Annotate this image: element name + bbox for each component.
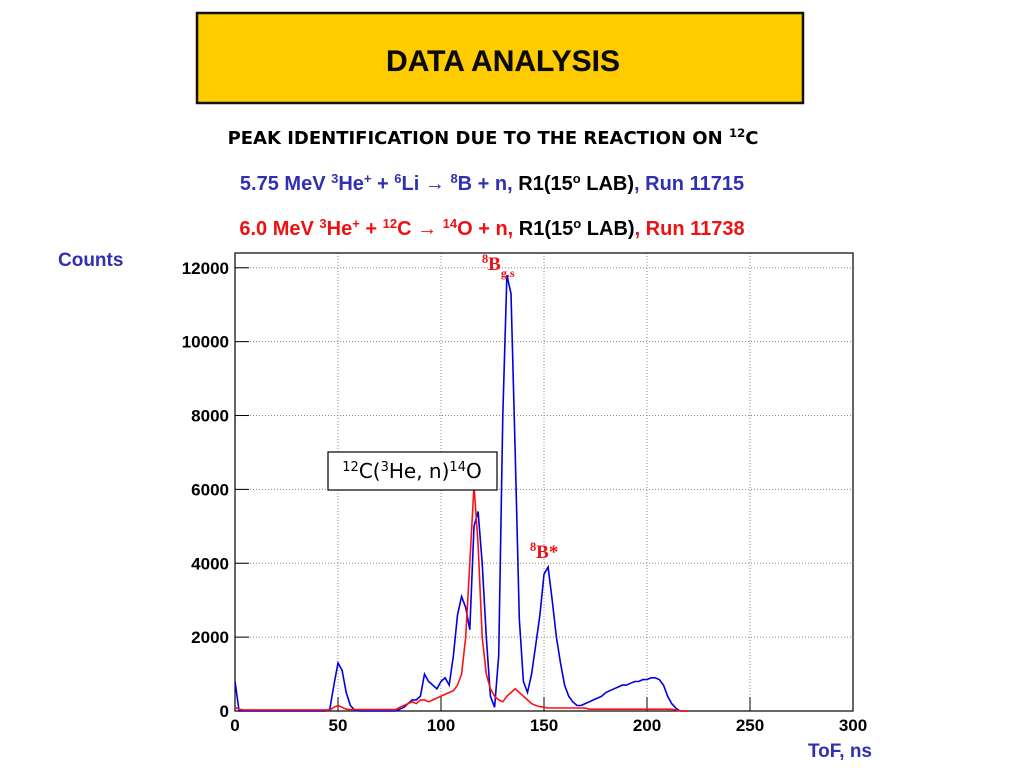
x-tick-label: 250 (736, 716, 764, 735)
text-part: C( (359, 459, 381, 483)
y-tick-label: 2000 (191, 628, 229, 647)
x-tick-label: 200 (633, 716, 661, 735)
text-part: B (488, 254, 501, 275)
series-line (234, 485, 689, 712)
sub: g.s (501, 266, 515, 280)
annotation-excited: 8B* (530, 540, 558, 563)
plot: 0 2000 4000 6000 8000 10000 12000 0 50 100 150 200 2… (182, 252, 867, 735)
subtitle-sup: 12 (729, 126, 745, 140)
sup: 3 (381, 460, 389, 475)
text-part: , Run 11738 (635, 218, 745, 240)
text-part: C (397, 218, 417, 240)
plot-frame (234, 252, 854, 712)
x-axis-label: ToF, ns (808, 741, 872, 762)
y-axis-label: Counts (58, 250, 123, 271)
text-part: + (372, 173, 395, 195)
sup: 12 (383, 216, 397, 231)
arrow: → (425, 173, 445, 195)
sup: o (573, 171, 581, 186)
y-tick-label: 10000 (182, 333, 229, 352)
text-part: B + n, (458, 173, 519, 195)
text-part: Li (402, 173, 425, 195)
annotation-reaction: 12C(3He, n)14O (342, 459, 481, 483)
text-part: R1(15 (519, 218, 573, 240)
x-tick-label: 150 (530, 716, 558, 735)
sup: o (573, 216, 581, 231)
sup: 8 (530, 540, 536, 554)
x-tick-label: 300 (839, 716, 867, 735)
sup: 14 (443, 216, 458, 231)
text-part: He (327, 218, 353, 240)
arrow: → (417, 218, 437, 240)
y-tick-label: 12000 (182, 259, 229, 278)
series-line (234, 275, 689, 712)
y-tick-label: 0 (220, 702, 229, 721)
sup: 6 (394, 171, 401, 186)
sup: 14 (449, 460, 466, 475)
text-part: 5.75 MeV (240, 173, 331, 195)
x-tick-label: 0 (230, 716, 239, 735)
x-tick-label: 50 (329, 716, 348, 735)
title-box (195, 11, 805, 105)
x-tick-label: 100 (427, 716, 455, 735)
text-part: 6.0 MeV (239, 218, 319, 240)
subtitle: PEAK IDENTIFICATION DUE TO THE REACTION … (228, 126, 759, 149)
slide-title: DATA ANALYSIS (386, 45, 620, 78)
subtitle-part: PEAK IDENTIFICATION DUE TO THE REACTION … (228, 128, 729, 149)
y-tick-label: 8000 (191, 407, 229, 426)
reaction-line-2: 6.0 MeV 3He+ + 12C → 14O + n, R1(15o LAB… (239, 216, 744, 241)
text-part: LAB) (581, 173, 634, 195)
text-part: + (360, 218, 383, 240)
sup: 12 (342, 460, 359, 475)
text-part: R1(15 (518, 173, 572, 195)
annotation-box (327, 451, 498, 491)
text-part: B* (536, 542, 558, 563)
reaction-line-1: 5.75 MeV 3He+ + 6Li → 8B + n, R1(15o LAB… (240, 171, 744, 196)
sup: 3 (319, 216, 326, 231)
sup: + (352, 216, 360, 231)
y-tick-label: 4000 (191, 554, 229, 573)
y-tick-label: 6000 (191, 480, 229, 499)
sup: + (364, 171, 372, 186)
text-part: O + n, (457, 218, 519, 240)
sup: 8 (482, 252, 488, 266)
subtitle-part: C (745, 128, 758, 149)
sup: 3 (331, 171, 338, 186)
annotation-gs: 8Bg.s (482, 252, 515, 280)
text-part: He (338, 173, 364, 195)
text-part: O (466, 459, 482, 483)
text-part: He, n) (389, 459, 450, 483)
text-part: LAB) (581, 218, 634, 240)
sup: 8 (450, 171, 457, 186)
text-part: , Run 11715 (634, 173, 744, 195)
